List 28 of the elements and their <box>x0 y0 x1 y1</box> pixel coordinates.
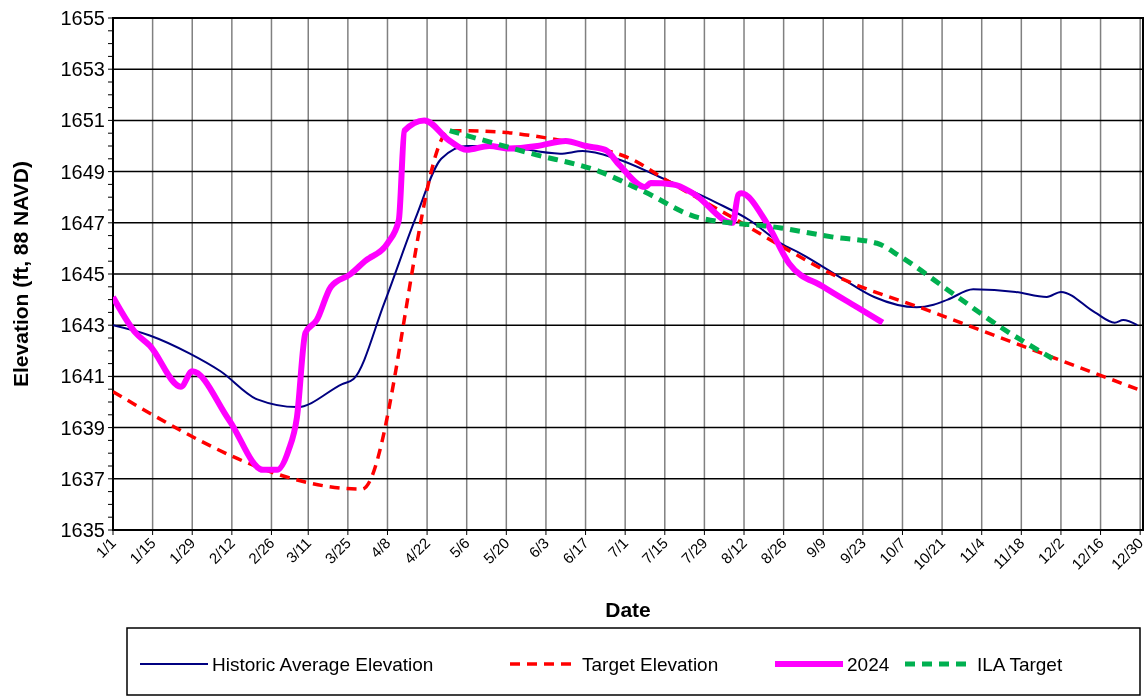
y-tick-label: 1643 <box>60 314 105 337</box>
y-tick-label: 1639 <box>60 416 105 439</box>
x-tick-label: 4/22 <box>400 534 434 567</box>
legend-label: Historic Average Elevation <box>212 653 434 675</box>
legend-label: 2024 <box>847 653 890 675</box>
y-tick-label: 1649 <box>60 160 105 183</box>
x-tick-label: 5/6 <box>446 534 473 561</box>
x-tick-label: 9/9 <box>802 534 830 561</box>
x-tick-label: 3/11 <box>282 534 315 566</box>
y-tick-label: 1651 <box>60 109 105 132</box>
y-axis-title: Elevation (ft, 88 NAVD) <box>9 161 32 387</box>
x-tick-label: 7/29 <box>677 534 711 567</box>
legend-label: Target Elevation <box>582 653 719 675</box>
y-tick-label: 1655 <box>60 7 105 29</box>
x-tick-label: 11/4 <box>955 534 988 566</box>
x-tick-label: 7/15 <box>638 534 671 567</box>
x-tick-label: 6/3 <box>525 534 553 561</box>
x-tick-label: 7/1 <box>604 534 632 561</box>
x-axis-title: Date <box>605 598 651 621</box>
y-tick-label: 1637 <box>60 467 105 490</box>
y-tick-label: 1645 <box>60 263 105 285</box>
y-tick-label: 1653 <box>60 58 105 81</box>
x-tick-label: 9/23 <box>836 534 869 567</box>
y-tick-label: 1647 <box>60 211 105 234</box>
y-tick-label: 1635 <box>60 519 105 541</box>
x-tick-label: 4/8 <box>366 534 394 561</box>
y-tick-label: 1641 <box>60 365 105 388</box>
legend-label: ILA Target <box>977 653 1063 675</box>
